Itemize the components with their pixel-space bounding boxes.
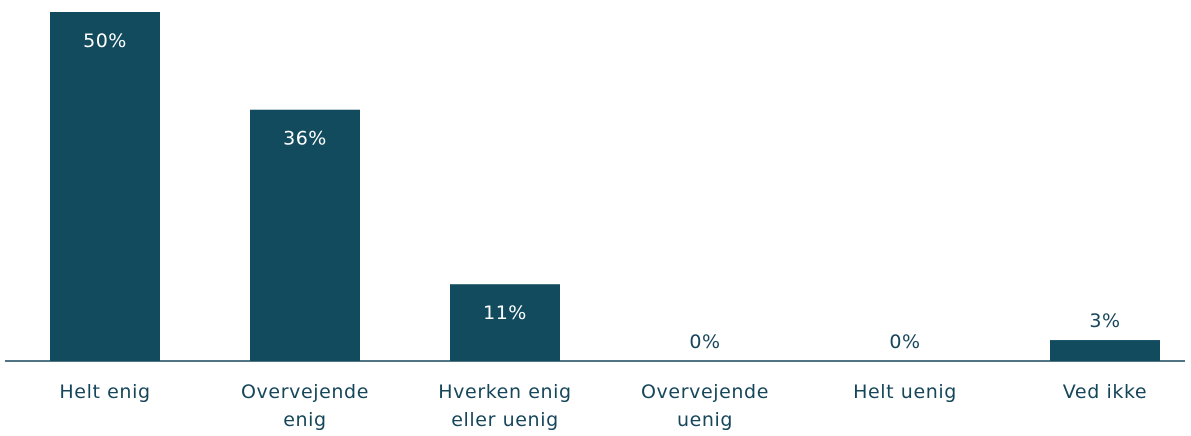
data-label: 3%	[1089, 310, 1120, 332]
data-label: 0%	[689, 331, 720, 353]
x-tick-label: Helt uenig	[853, 381, 957, 403]
x-tick-label: Helt enig	[59, 381, 151, 403]
data-label: 50%	[83, 30, 127, 52]
x-tick-label: Overvejende enig	[241, 381, 369, 431]
x-tick-label: Ved ikke	[1062, 381, 1148, 403]
data-label: 11%	[483, 302, 527, 324]
x-tick-label: Overvejende uenig	[641, 381, 769, 431]
bar	[1050, 340, 1160, 361]
bar	[450, 284, 560, 361]
data-label: 36%	[283, 128, 327, 150]
data-label: 0%	[889, 331, 920, 353]
x-tick-label: Hverken enig eller uenig	[438, 381, 572, 431]
bar	[250, 109, 360, 361]
bar	[50, 12, 160, 361]
